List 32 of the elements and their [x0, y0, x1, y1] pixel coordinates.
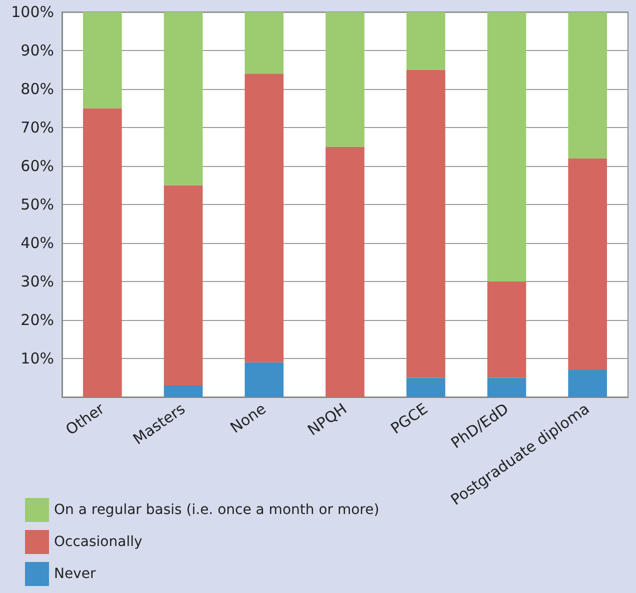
y-tick-label: 10% [20, 350, 54, 368]
y-tick-label: 20% [20, 311, 54, 329]
bar [83, 12, 122, 108]
bar [406, 70, 446, 378]
bar [244, 362, 284, 397]
y-tick-label: 70% [20, 118, 54, 136]
bar [568, 370, 607, 397]
legend-label: Never [54, 566, 96, 582]
y-tick-label: 90% [20, 42, 54, 60]
y-tick-label: 100% [11, 3, 54, 21]
bar [406, 12, 446, 70]
y-tick-label: 50% [20, 196, 54, 214]
legend-label: On a regular basis (i.e. once a month or more) [54, 502, 380, 518]
bar [487, 378, 526, 397]
y-tick-label: 40% [20, 234, 54, 252]
bar [568, 12, 607, 158]
bar [164, 185, 203, 386]
bar [164, 12, 203, 186]
y-tick-label: 30% [20, 272, 54, 290]
bar [244, 74, 284, 362]
y-tick-label: 80% [20, 80, 54, 98]
bar [487, 12, 526, 282]
bar [568, 158, 607, 370]
bar [326, 12, 364, 147]
y-tick-label: 60% [20, 157, 54, 175]
bar [244, 12, 284, 74]
bar [164, 385, 203, 397]
legend-label: Occasionally [54, 534, 142, 550]
bar [406, 378, 446, 397]
bar [487, 282, 526, 378]
bar [83, 108, 122, 397]
bar [326, 146, 364, 397]
